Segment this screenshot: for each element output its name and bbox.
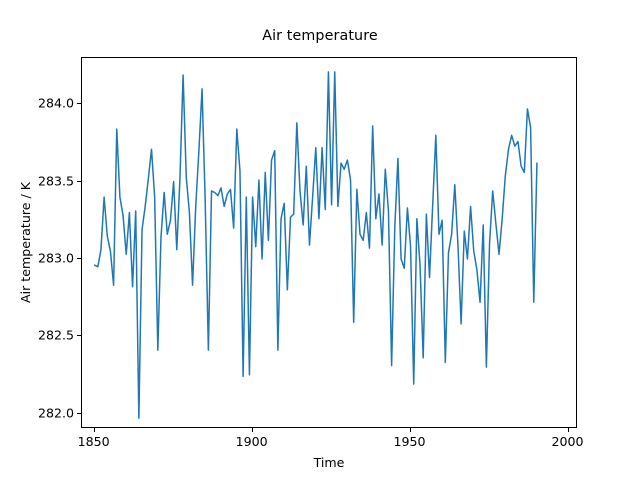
x-axis-tick-mark bbox=[94, 428, 95, 432]
y-axis-tick-mark bbox=[77, 103, 81, 104]
y-axis-tick-label: 284.0 bbox=[37, 95, 74, 111]
y-axis-tick-label: 282.0 bbox=[37, 405, 74, 421]
x-axis-tick-mark bbox=[410, 428, 411, 432]
chart-title: Air temperature bbox=[262, 28, 378, 44]
y-axis-tick-label: 282.5 bbox=[37, 327, 74, 343]
x-axis-tick-mark bbox=[252, 428, 253, 432]
y-axis-tick-mark bbox=[77, 258, 81, 259]
y-axis-tick-labels: 282.0 282.5 283.0 283.5 284.0 bbox=[0, 0, 74, 480]
x-axis-tick-label: 1850 bbox=[77, 434, 110, 449]
plot-area bbox=[81, 57, 577, 428]
x-axis-tick-label: 2000 bbox=[551, 434, 584, 449]
x-axis-label: Time bbox=[313, 455, 345, 470]
x-axis-tick-mark bbox=[568, 428, 569, 432]
y-axis-tick-label: 283.0 bbox=[37, 250, 74, 266]
x-axis-tick-label: 1950 bbox=[393, 434, 426, 449]
y-axis-tick-mark bbox=[77, 181, 81, 182]
y-axis-tick-mark bbox=[77, 413, 81, 414]
y-axis-tick-mark bbox=[77, 335, 81, 336]
y-axis-label: Air temperature / K bbox=[18, 182, 33, 303]
x-axis-tick-label: 1900 bbox=[235, 434, 268, 449]
y-axis-tick-label: 283.5 bbox=[37, 173, 74, 189]
data-series-line bbox=[93, 71, 538, 419]
line-chart-svg bbox=[93, 71, 538, 419]
